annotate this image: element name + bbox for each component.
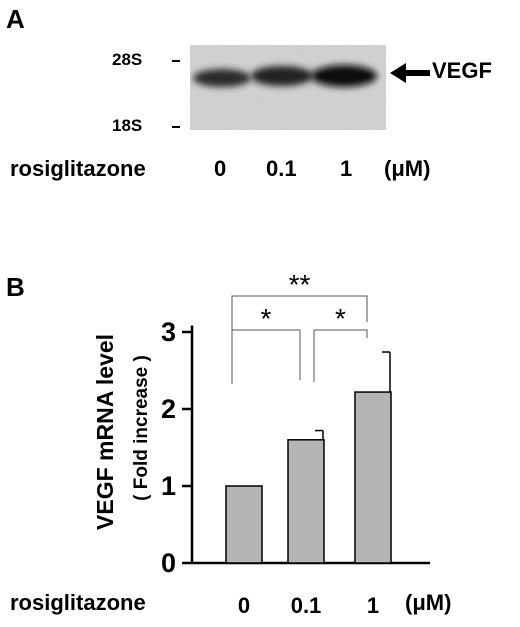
panel-a-treatment-label: rosiglitazone: [10, 156, 146, 181]
panel-b-unit: (μM): [405, 590, 452, 615]
vegf-band-lane-0: [193, 69, 251, 87]
bar-0: [225, 485, 263, 564]
marker-18s-tick: [172, 126, 180, 128]
significance-bracket-1: [231, 329, 301, 382]
panel-a-letter: A: [6, 4, 25, 34]
significance-bracket-2: [313, 329, 368, 382]
panel-a-unit: (μM): [384, 156, 431, 181]
y-tick-label-3: 3: [161, 317, 176, 347]
panel-a-dose-1: 0.1: [266, 156, 297, 181]
vegf-arrow-icon: [390, 63, 430, 83]
vegf-band-label: VEGF: [432, 58, 492, 83]
panel-b-treatment-label: rosiglitazone: [10, 590, 146, 615]
bar-0.1: [287, 439, 325, 564]
x-tick-label-0: 0: [238, 593, 250, 618]
x-tick-label-0.1: 0.1: [291, 593, 322, 618]
y-axis-label-line1: VEGF mRNA level: [92, 334, 118, 530]
significance-label-2: *: [335, 303, 346, 334]
panel-a-dose-0: 0: [214, 156, 227, 181]
marker-28s-tick: [172, 60, 180, 62]
bar-1: [354, 391, 392, 564]
panel-a-dose-2: 1: [340, 156, 353, 181]
marker-18s-label: 18S: [112, 116, 143, 135]
y-tick-label-1: 1: [161, 471, 176, 501]
y-axis-label-line2: ( Fold increase ): [131, 355, 152, 501]
blot-noise: [190, 45, 386, 130]
marker-28s-label: 28S: [112, 50, 143, 69]
significance-label-1: *: [261, 303, 272, 334]
northern-blot: [190, 45, 386, 130]
significance-label-0: **: [289, 269, 311, 300]
y-tick-label-2: 2: [161, 394, 176, 424]
vegf-band-lane-1: [311, 65, 377, 87]
panel-b-letter: B: [6, 272, 25, 302]
vegf-band-lane-0.1: [251, 66, 313, 86]
x-tick-label-1: 1: [367, 593, 379, 618]
y-tick-label-0: 0: [161, 548, 176, 578]
